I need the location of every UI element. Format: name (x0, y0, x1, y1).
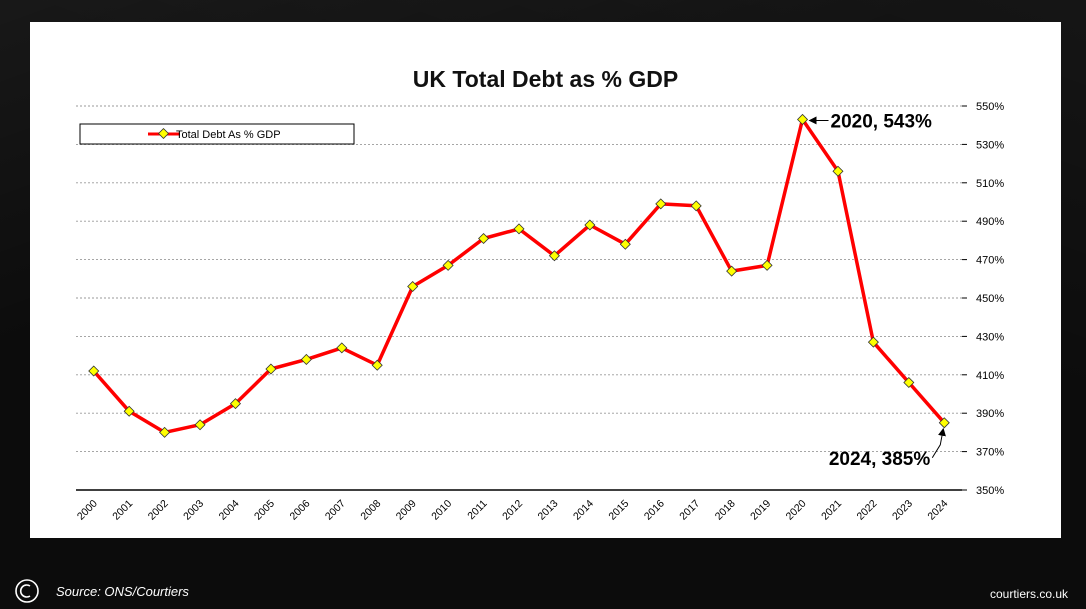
y-tick-label: 410% (976, 370, 1004, 382)
data-point-marker (407, 280, 419, 292)
x-tick-label: 2007 (323, 498, 348, 523)
series-markers (88, 113, 950, 438)
x-tick-label: 2020 (784, 498, 809, 523)
data-point-marker (584, 219, 596, 231)
x-tick-label: 2019 (748, 498, 773, 523)
data-point-marker (442, 259, 454, 271)
data-point-marker (194, 419, 206, 431)
data-point-marker (229, 398, 241, 410)
y-tick-label: 530% (976, 139, 1004, 151)
series-line-total-debt (92, 117, 946, 435)
y-tick-label: 550% (976, 101, 1004, 113)
x-tick-label: 2005 (252, 498, 277, 523)
y-tick-label: 370% (976, 447, 1004, 459)
source-note: Source: ONS/Courtiers (56, 584, 189, 599)
x-tick-label: 2016 (642, 498, 667, 523)
data-point-marker (265, 363, 277, 375)
data-point-marker (726, 265, 738, 277)
data-point-marker (478, 232, 490, 244)
data-point-marker (797, 113, 809, 125)
data-point-marker (619, 238, 631, 250)
x-tick-label: 2008 (358, 498, 383, 523)
x-tick-label: 2000 (75, 498, 100, 523)
data-point-marker (832, 165, 844, 177)
annotation-arrow (931, 427, 946, 459)
x-tick-label: 2004 (217, 498, 242, 523)
legend-box (79, 123, 355, 145)
x-tick-label: 2001 (110, 498, 135, 523)
annotation-label-latest: 2024, 385% (829, 449, 931, 470)
y-tick-label: 470% (976, 255, 1004, 267)
x-tick-label: 2018 (713, 498, 738, 523)
legend-marker-swatch (157, 127, 170, 140)
data-point-marker (513, 223, 525, 235)
x-tick-label: 2009 (394, 498, 419, 523)
x-tick-label: 2010 (429, 498, 454, 523)
chart-title: UK Total Debt as % GDP (412, 66, 679, 92)
courtiers-logo-icon (15, 579, 39, 603)
x-tick-label: 2017 (677, 498, 702, 523)
data-point-marker (159, 426, 171, 438)
data-point-marker (88, 365, 100, 377)
data-point-marker (336, 342, 348, 354)
data-point-marker (548, 250, 560, 262)
x-tick-label: 2021 (819, 498, 844, 523)
annotation-label-peak: 2020, 543% (831, 111, 933, 132)
data-point-marker (867, 336, 879, 348)
x-tick-label: 2023 (890, 498, 915, 523)
data-point-marker (655, 198, 667, 210)
x-tick-label: 2015 (606, 498, 631, 523)
x-tick-label: 2006 (287, 498, 312, 523)
x-tick-label: 2003 (181, 498, 206, 523)
y-axis-ticks: 550% 530% 510% 490% 470% 450% 430% 410% 390% 370%… (962, 101, 1004, 497)
annotations: 2020, 543% 2024, 385% (808, 111, 946, 470)
x-tick-label: 2013 (536, 498, 561, 523)
website-link[interactable]: courtiers.co.uk (989, 587, 1068, 601)
legend: Total Debt As % GDP (79, 123, 355, 145)
data-point-marker (300, 353, 312, 365)
data-point-marker (761, 259, 773, 271)
x-tick-label: 2024 (925, 498, 950, 523)
data-point-marker (938, 417, 950, 429)
x-tick-label: 2014 (571, 498, 596, 523)
data-point-marker (371, 359, 383, 371)
x-tick-label: 2012 (500, 498, 525, 523)
y-tick-label: 490% (976, 216, 1004, 228)
data-point-marker (903, 376, 915, 388)
y-tick-label: 430% (976, 331, 1004, 343)
y-tick-label: 390% (976, 408, 1004, 420)
x-tick-label: 2002 (146, 498, 171, 523)
y-tick-label: 510% (976, 178, 1004, 190)
y-tick-label: 350% (976, 485, 1004, 497)
legend-label: Total Debt As % GDP (176, 129, 281, 141)
x-tick-label: 2022 (855, 498, 880, 523)
data-point-marker (690, 200, 702, 212)
x-tick-label: 2011 (465, 498, 490, 523)
x-axis-ticks: 2000 2001 2002 2003 2004 2005 2006 2007 2008 2009… (75, 498, 951, 523)
data-point-marker (123, 405, 135, 417)
y-tick-label: 450% (976, 293, 1004, 305)
